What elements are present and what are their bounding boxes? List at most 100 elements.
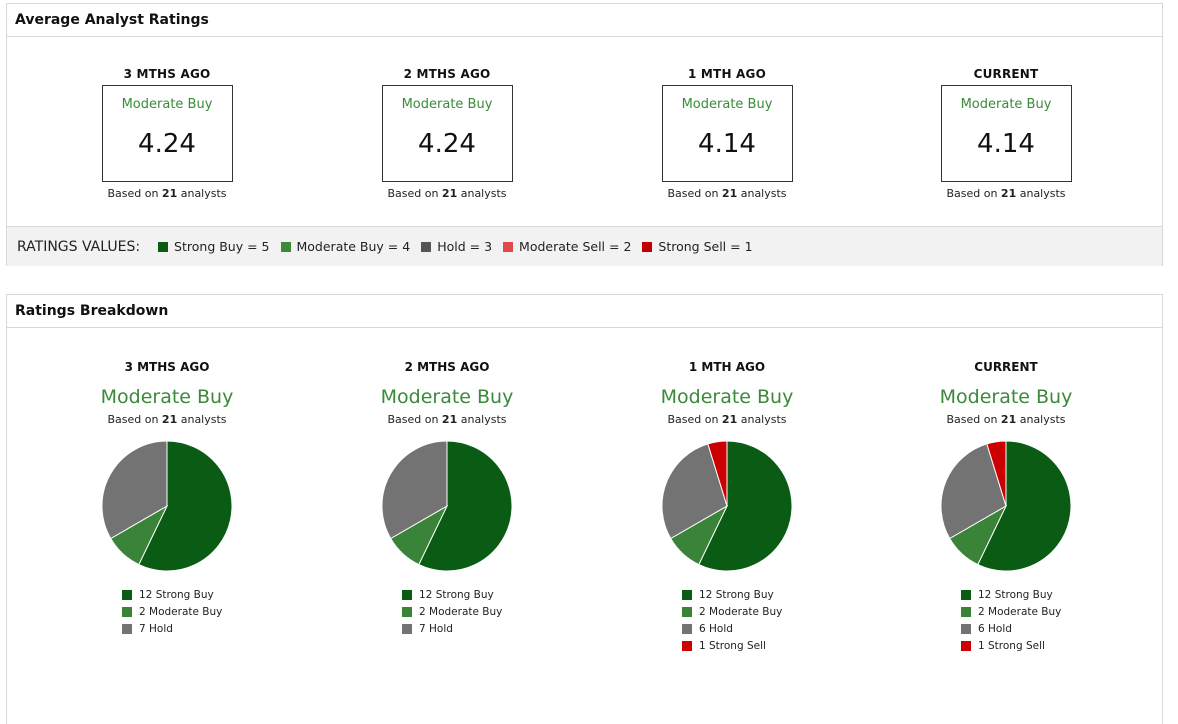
pie-svg bbox=[940, 440, 1072, 572]
pie-slice-hold[interactable] bbox=[661, 443, 728, 540]
pie-legend: 12 Strong Buy 2 Moderate Buy 7 Hold bbox=[67, 586, 267, 637]
pie-legend-label: 7 Hold bbox=[139, 622, 173, 635]
rating-value: 4.24 bbox=[418, 129, 476, 159]
rating-box: Moderate Buy 4.24 bbox=[381, 85, 513, 182]
legend-item-moderate-sell: Moderate Sell = 2 bbox=[503, 239, 631, 254]
rating-box: Moderate Buy 4.14 bbox=[661, 85, 793, 182]
legend-swatch bbox=[682, 606, 692, 617]
pie-slice-strong-sell[interactable] bbox=[986, 440, 1007, 507]
legend-swatch bbox=[122, 606, 132, 617]
based-on-text: Based on 21 analysts bbox=[946, 187, 1066, 200]
legend-swatch bbox=[122, 623, 132, 634]
pie-legend: 12 Strong Buy 2 Moderate Buy 6 Hold 1 Stron… bbox=[906, 586, 1106, 654]
legend-swatch bbox=[961, 640, 971, 651]
pie-legend-item-moderate-buy: 2 Moderate Buy bbox=[122, 603, 267, 620]
pie-legend-item-strong-buy: 12 Strong Buy bbox=[961, 586, 1106, 603]
pie-legend-item-hold: 7 Hold bbox=[402, 620, 547, 637]
pie-slice-strong-sell[interactable] bbox=[707, 440, 728, 507]
rating-box: Moderate Buy 4.24 bbox=[101, 85, 233, 182]
pie-legend-label: 2 Moderate Buy bbox=[139, 605, 223, 618]
analyst-count: 21 bbox=[161, 413, 178, 426]
legend-item-moderate-buy: Moderate Buy = 4 bbox=[280, 239, 410, 254]
pie-slice-hold[interactable] bbox=[381, 440, 448, 540]
consensus-label: Moderate Buy bbox=[660, 386, 794, 408]
pie-legend-item-moderate-buy: 2 Moderate Buy bbox=[961, 603, 1106, 620]
breakdown-column-1m: 1 MTH AGO Moderate Buy Based on 21 analy… bbox=[627, 360, 827, 654]
analyst-count: 21 bbox=[161, 187, 178, 200]
pie-legend-label: 7 Hold bbox=[419, 622, 453, 635]
pie-legend-item-strong-buy: 12 Strong Buy bbox=[122, 586, 267, 603]
ratings-breakdown-panel: Ratings Breakdown 3 MTHS AGO Moderate Bu… bbox=[6, 294, 1163, 724]
legend-swatch bbox=[421, 241, 432, 252]
legend-swatch bbox=[682, 640, 692, 651]
consensus-label: Moderate Buy bbox=[100, 386, 234, 408]
pie-legend-item-hold: 6 Hold bbox=[961, 620, 1106, 637]
pie-legend-label: 2 Moderate Buy bbox=[419, 605, 503, 618]
pie-legend-label: 1 Strong Sell bbox=[699, 639, 766, 652]
breakdown-column-3m: 3 MTHS AGO Moderate Buy Based on 21 anal… bbox=[67, 360, 267, 637]
consensus-label: Moderate Buy bbox=[939, 386, 1073, 408]
period-title: CURRENT bbox=[974, 360, 1038, 374]
legend-swatch bbox=[642, 241, 653, 252]
based-on-text: Based on 21 analysts bbox=[107, 413, 227, 426]
pie-svg bbox=[381, 440, 513, 572]
legend-swatch bbox=[961, 606, 971, 617]
pie-legend-label: 12 Strong Buy bbox=[419, 588, 494, 601]
based-on-text: Based on 21 analysts bbox=[667, 187, 787, 200]
based-on-text: Based on 21 analysts bbox=[107, 187, 227, 200]
rating-label: Moderate Buy bbox=[121, 97, 213, 112]
pie-legend: 12 Strong Buy 2 Moderate Buy 6 Hold 1 Stron… bbox=[627, 586, 827, 654]
based-on-text: Based on 21 analysts bbox=[387, 413, 507, 426]
rating-value: 4.14 bbox=[698, 129, 756, 159]
pie-slice-strong-buy[interactable] bbox=[138, 440, 233, 572]
pie-legend-label: 12 Strong Buy bbox=[139, 588, 214, 601]
analyst-count: 21 bbox=[1000, 187, 1017, 200]
breakdown-column-current: CURRENT Moderate Buy Based on 21 analyst… bbox=[906, 360, 1106, 654]
pie-legend-label: 1 Strong Sell bbox=[978, 639, 1045, 652]
legend-item-strong-sell: Strong Sell = 1 bbox=[642, 239, 753, 254]
pie-chart bbox=[101, 440, 233, 572]
consensus-label: Moderate Buy bbox=[380, 386, 514, 408]
analyst-count: 21 bbox=[441, 187, 458, 200]
pie-slice-strong-buy[interactable] bbox=[418, 440, 513, 572]
ratings-values-legend: RATINGS VALUES: Strong Buy = 5 Moderate … bbox=[7, 226, 1162, 266]
pie-slice-strong-buy[interactable] bbox=[698, 440, 793, 572]
legend-swatch bbox=[122, 589, 132, 600]
pie-chart bbox=[381, 440, 513, 572]
pie-legend-item-strong-buy: 12 Strong Buy bbox=[402, 586, 547, 603]
pie-legend-label: 2 Moderate Buy bbox=[978, 605, 1062, 618]
rating-box: Moderate Buy 4.14 bbox=[940, 85, 1072, 182]
legend-swatch bbox=[158, 241, 169, 252]
pie-legend: 12 Strong Buy 2 Moderate Buy 7 Hold bbox=[347, 586, 547, 637]
average-ratings-title: Average Analyst Ratings bbox=[7, 4, 1162, 37]
pie-svg bbox=[661, 440, 793, 572]
pie-legend-item-hold: 7 Hold bbox=[122, 620, 267, 637]
rating-value: 4.24 bbox=[138, 129, 196, 159]
analyst-count: 21 bbox=[721, 187, 738, 200]
period-title: 2 MTHS AGO bbox=[404, 360, 490, 374]
period-title: 3 MTHS AGO bbox=[123, 67, 211, 81]
avg-column-1m: 1 MTH AGO Moderate Buy 4.14 Based on 21 … bbox=[627, 67, 827, 200]
pie-slice-hold[interactable] bbox=[940, 443, 1007, 540]
ratings-breakdown-title: Ratings Breakdown bbox=[7, 295, 1162, 328]
legend-swatch bbox=[961, 589, 971, 600]
average-ratings-panel: Average Analyst Ratings 3 MTHS AGO Moder… bbox=[6, 3, 1163, 266]
analyst-count: 21 bbox=[441, 413, 458, 426]
pie-legend-item-hold: 6 Hold bbox=[682, 620, 827, 637]
rating-label: Moderate Buy bbox=[960, 97, 1052, 112]
pie-slice-strong-buy[interactable] bbox=[977, 440, 1072, 572]
legend-swatch bbox=[402, 606, 412, 617]
pie-svg bbox=[101, 440, 233, 572]
pie-slice-hold[interactable] bbox=[101, 440, 168, 540]
pie-legend-label: 6 Hold bbox=[699, 622, 733, 635]
rating-label: Moderate Buy bbox=[681, 97, 773, 112]
pie-legend-label: 12 Strong Buy bbox=[978, 588, 1053, 601]
rating-label: Moderate Buy bbox=[401, 97, 493, 112]
breakdown-column-2m: 2 MTHS AGO Moderate Buy Based on 21 anal… bbox=[347, 360, 547, 637]
period-title: CURRENT bbox=[973, 67, 1039, 81]
legend-swatch bbox=[961, 623, 971, 634]
pie-chart bbox=[940, 440, 1072, 572]
legend-item-hold: Hold = 3 bbox=[421, 239, 492, 254]
avg-column-2m: 2 MTHS AGO Moderate Buy 4.24 Based on 21… bbox=[347, 67, 547, 200]
based-on-text: Based on 21 analysts bbox=[946, 413, 1066, 426]
